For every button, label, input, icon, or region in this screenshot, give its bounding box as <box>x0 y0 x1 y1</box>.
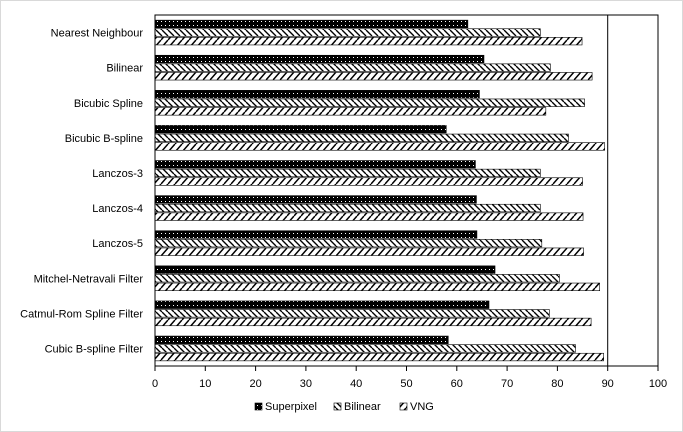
bar-vng-5 <box>154 212 584 221</box>
bar-superpixel-1 <box>154 54 485 64</box>
legend-swatch-vng <box>399 402 408 411</box>
bar-superpixel-3 <box>154 125 447 134</box>
category-label: Bicubic Spline <box>74 98 143 110</box>
bar-bilinear-0 <box>154 28 541 37</box>
bar-bilinear-7 <box>154 274 560 283</box>
bar-vng-3 <box>154 142 605 151</box>
x-tick-label: 20 <box>249 378 261 390</box>
category-label: Lanczos-4 <box>92 203 143 215</box>
bar-superpixel-6 <box>154 230 478 239</box>
x-tick-label: 90 <box>602 378 614 390</box>
legend: Superpixel Bilinear VNG <box>254 401 434 413</box>
bar-superpixel-4 <box>154 160 476 169</box>
bar-superpixel-8 <box>154 300 490 309</box>
bar-vng-7 <box>154 282 600 291</box>
bar-vng-8 <box>154 317 592 327</box>
legend-label-vng: VNG <box>410 401 434 413</box>
x-tick-label: 100 <box>649 378 667 390</box>
bar-bilinear-2 <box>154 98 585 107</box>
category-label: Lanczos-3 <box>92 168 143 180</box>
bar-bilinear-4 <box>154 168 541 178</box>
bar-bilinear-6 <box>154 239 543 248</box>
x-tick-label: 70 <box>501 378 513 390</box>
x-tick-label: 50 <box>400 378 412 390</box>
legend-label-bilinear: Bilinear <box>344 401 381 413</box>
bar-bilinear-9 <box>154 344 576 353</box>
bars-layer <box>154 19 605 362</box>
bar-vng-2 <box>154 107 547 116</box>
bar-superpixel-5 <box>154 195 477 204</box>
category-label: Nearest Neighbour <box>51 28 144 40</box>
axis-layer: Nearest Neighbour Bilinear Bicubic Spline B… <box>20 14 667 390</box>
bar-vng-6 <box>154 247 584 256</box>
category-label: Bicubic B-spline <box>65 133 143 145</box>
bar-bilinear-5 <box>154 203 541 213</box>
category-label: Mitchel-Netravali Filter <box>34 273 144 285</box>
category-label: Bilinear <box>106 63 143 75</box>
bar-bilinear-8 <box>154 309 550 318</box>
bar-vng-9 <box>154 352 604 362</box>
x-tick-label: 80 <box>551 378 563 390</box>
bar-bilinear-1 <box>154 63 551 72</box>
legend-swatch-bilinear <box>333 402 342 411</box>
bar-superpixel-9 <box>154 335 449 344</box>
bar-vng-4 <box>154 177 583 186</box>
bar-superpixel-7 <box>154 265 496 274</box>
x-tick-label: 0 <box>152 378 158 390</box>
x-tick-label: 30 <box>300 378 312 390</box>
category-label: Cubic B-spline Filter <box>45 343 144 355</box>
x-tick-label: 40 <box>350 378 362 390</box>
bar-vng-0 <box>154 37 583 46</box>
bar-superpixel-2 <box>154 90 480 99</box>
x-tick-label: 60 <box>451 378 463 390</box>
legend-swatch-superpixel <box>254 402 263 411</box>
bar-superpixel-0 <box>154 19 469 29</box>
bar-bilinear-3 <box>154 133 569 142</box>
category-label: Lanczos-5 <box>92 238 143 250</box>
x-tick-label: 10 <box>199 378 211 390</box>
bar-vng-1 <box>154 72 593 81</box>
category-label: Catmul-Rom Spline Filter <box>20 308 143 320</box>
legend-label-superpixel: Superpixel <box>265 401 317 413</box>
